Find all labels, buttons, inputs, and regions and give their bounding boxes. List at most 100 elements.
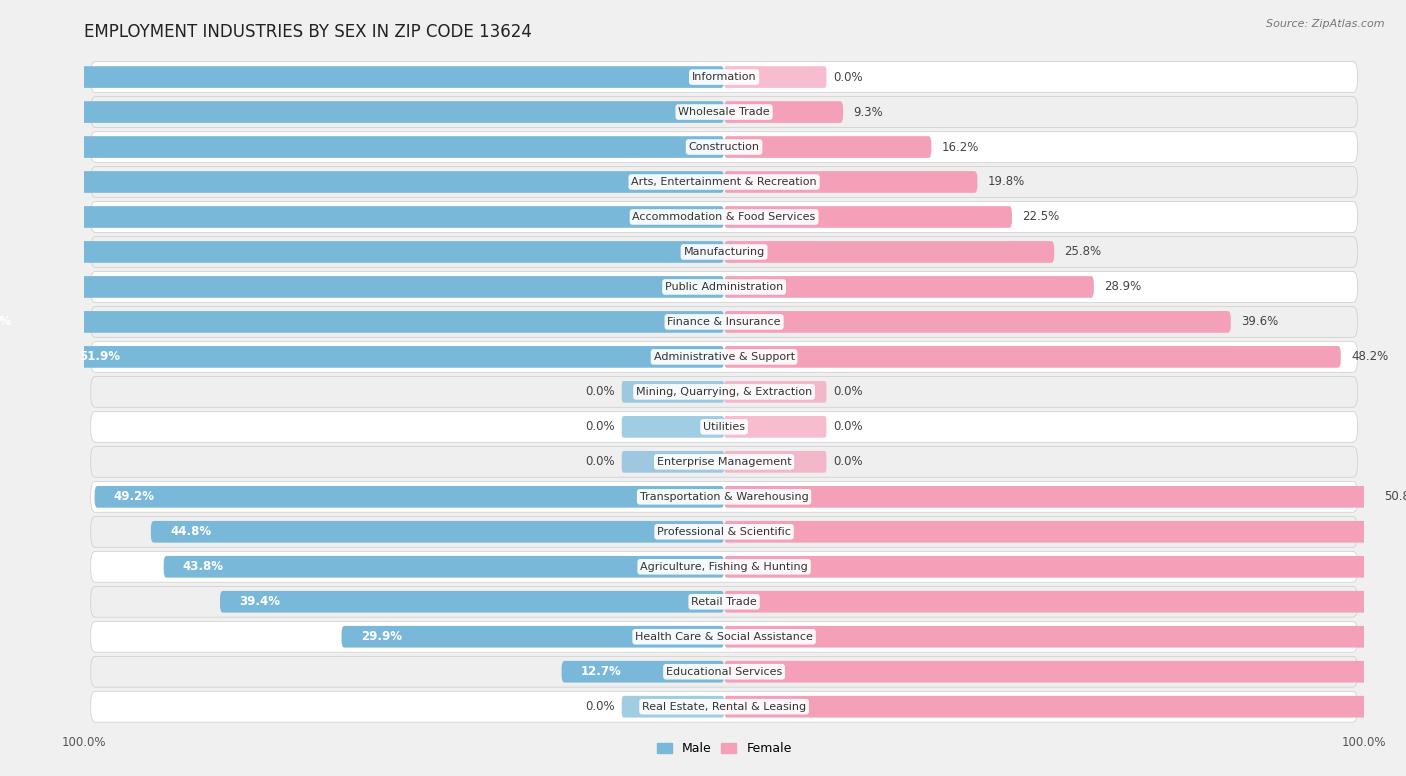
Text: Transportation & Warehousing: Transportation & Warehousing xyxy=(640,492,808,502)
FancyBboxPatch shape xyxy=(91,587,1357,617)
Text: 44.8%: 44.8% xyxy=(170,525,211,539)
Text: Information: Information xyxy=(692,72,756,82)
FancyBboxPatch shape xyxy=(724,66,827,88)
FancyBboxPatch shape xyxy=(94,486,724,508)
FancyBboxPatch shape xyxy=(724,416,827,438)
Text: 28.9%: 28.9% xyxy=(1104,280,1142,293)
Legend: Male, Female: Male, Female xyxy=(651,737,797,760)
Text: Professional & Scientific: Professional & Scientific xyxy=(657,527,792,537)
Text: Administrative & Support: Administrative & Support xyxy=(654,352,794,362)
Text: Enterprise Management: Enterprise Management xyxy=(657,457,792,467)
FancyBboxPatch shape xyxy=(91,167,1357,197)
FancyBboxPatch shape xyxy=(724,556,1406,577)
FancyBboxPatch shape xyxy=(724,661,1406,683)
FancyBboxPatch shape xyxy=(621,416,724,438)
Text: 0.0%: 0.0% xyxy=(832,386,862,398)
Text: 51.9%: 51.9% xyxy=(79,351,121,363)
Text: Agriculture, Fishing & Hunting: Agriculture, Fishing & Hunting xyxy=(640,562,808,572)
Text: 0.0%: 0.0% xyxy=(586,700,616,713)
FancyBboxPatch shape xyxy=(91,341,1357,372)
FancyBboxPatch shape xyxy=(0,136,724,158)
FancyBboxPatch shape xyxy=(91,446,1357,477)
FancyBboxPatch shape xyxy=(724,101,844,123)
FancyBboxPatch shape xyxy=(91,307,1357,338)
Text: Finance & Insurance: Finance & Insurance xyxy=(668,317,780,327)
FancyBboxPatch shape xyxy=(0,171,724,193)
Text: 39.4%: 39.4% xyxy=(239,595,280,608)
FancyBboxPatch shape xyxy=(219,591,724,612)
FancyBboxPatch shape xyxy=(91,411,1357,442)
Text: Educational Services: Educational Services xyxy=(666,667,782,677)
FancyBboxPatch shape xyxy=(724,696,1406,718)
FancyBboxPatch shape xyxy=(621,381,724,403)
Text: 0.0%: 0.0% xyxy=(586,456,616,469)
Text: 49.2%: 49.2% xyxy=(114,490,155,504)
Text: 0.0%: 0.0% xyxy=(586,421,616,433)
FancyBboxPatch shape xyxy=(163,556,724,577)
FancyBboxPatch shape xyxy=(91,237,1357,268)
Text: EMPLOYMENT INDUSTRIES BY SEX IN ZIP CODE 13624: EMPLOYMENT INDUSTRIES BY SEX IN ZIP CODE… xyxy=(84,23,533,41)
Text: Construction: Construction xyxy=(689,142,759,152)
FancyBboxPatch shape xyxy=(0,66,724,88)
FancyBboxPatch shape xyxy=(91,622,1357,652)
Text: 19.8%: 19.8% xyxy=(987,175,1025,189)
FancyBboxPatch shape xyxy=(724,276,1094,298)
Text: Utilities: Utilities xyxy=(703,422,745,432)
FancyBboxPatch shape xyxy=(724,346,1341,368)
Text: 48.2%: 48.2% xyxy=(1351,351,1388,363)
FancyBboxPatch shape xyxy=(91,691,1357,722)
Text: Health Care & Social Assistance: Health Care & Social Assistance xyxy=(636,632,813,642)
Text: Retail Trade: Retail Trade xyxy=(692,597,756,607)
FancyBboxPatch shape xyxy=(724,381,827,403)
Text: 22.5%: 22.5% xyxy=(1022,210,1060,223)
FancyBboxPatch shape xyxy=(724,626,1406,648)
FancyBboxPatch shape xyxy=(561,661,724,683)
Text: Manufacturing: Manufacturing xyxy=(683,247,765,257)
FancyBboxPatch shape xyxy=(724,241,1054,263)
Text: 60.4%: 60.4% xyxy=(0,315,11,328)
FancyBboxPatch shape xyxy=(91,132,1357,162)
FancyBboxPatch shape xyxy=(0,276,724,298)
Text: Mining, Quarrying, & Extraction: Mining, Quarrying, & Extraction xyxy=(636,387,813,397)
Text: 50.8%: 50.8% xyxy=(1385,490,1406,504)
Text: Arts, Entertainment & Recreation: Arts, Entertainment & Recreation xyxy=(631,177,817,187)
FancyBboxPatch shape xyxy=(621,451,724,473)
Text: 12.7%: 12.7% xyxy=(581,665,621,678)
Text: Source: ZipAtlas.com: Source: ZipAtlas.com xyxy=(1267,19,1385,29)
Text: 0.0%: 0.0% xyxy=(832,421,862,433)
FancyBboxPatch shape xyxy=(724,486,1374,508)
FancyBboxPatch shape xyxy=(91,656,1357,687)
FancyBboxPatch shape xyxy=(91,272,1357,303)
Text: 9.3%: 9.3% xyxy=(853,106,883,119)
FancyBboxPatch shape xyxy=(91,376,1357,407)
Text: Accommodation & Food Services: Accommodation & Food Services xyxy=(633,212,815,222)
FancyBboxPatch shape xyxy=(91,202,1357,232)
FancyBboxPatch shape xyxy=(91,481,1357,512)
Text: 16.2%: 16.2% xyxy=(942,140,979,154)
FancyBboxPatch shape xyxy=(724,136,931,158)
Text: Real Estate, Rental & Leasing: Real Estate, Rental & Leasing xyxy=(643,702,806,712)
Text: 29.9%: 29.9% xyxy=(361,630,402,643)
FancyBboxPatch shape xyxy=(342,626,724,648)
FancyBboxPatch shape xyxy=(724,206,1012,228)
FancyBboxPatch shape xyxy=(0,311,724,333)
FancyBboxPatch shape xyxy=(91,61,1357,92)
Text: Wholesale Trade: Wholesale Trade xyxy=(678,107,770,117)
FancyBboxPatch shape xyxy=(724,591,1406,612)
Text: 0.0%: 0.0% xyxy=(832,456,862,469)
FancyBboxPatch shape xyxy=(724,311,1230,333)
Text: 43.8%: 43.8% xyxy=(183,560,224,573)
FancyBboxPatch shape xyxy=(621,696,724,718)
Text: 0.0%: 0.0% xyxy=(586,386,616,398)
FancyBboxPatch shape xyxy=(91,516,1357,547)
FancyBboxPatch shape xyxy=(91,552,1357,582)
FancyBboxPatch shape xyxy=(91,97,1357,127)
FancyBboxPatch shape xyxy=(724,451,827,473)
FancyBboxPatch shape xyxy=(150,521,724,542)
FancyBboxPatch shape xyxy=(0,101,724,123)
Text: 0.0%: 0.0% xyxy=(832,71,862,84)
Text: 25.8%: 25.8% xyxy=(1064,245,1101,258)
Text: 39.6%: 39.6% xyxy=(1241,315,1278,328)
FancyBboxPatch shape xyxy=(60,346,724,368)
FancyBboxPatch shape xyxy=(724,521,1406,542)
